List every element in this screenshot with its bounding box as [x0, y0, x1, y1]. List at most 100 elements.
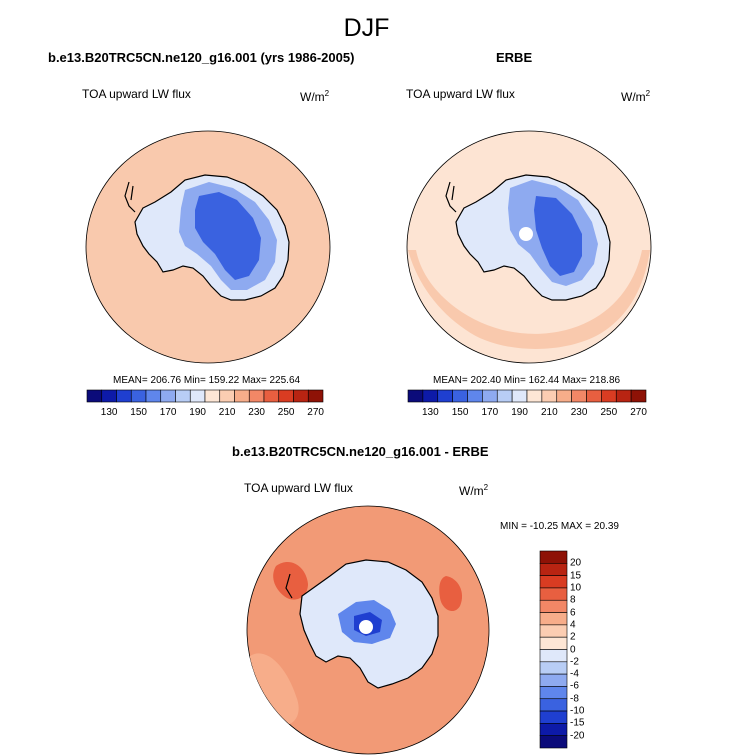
colorbar-swatch — [452, 389, 468, 403]
colorbar-tick-label: 190 — [511, 407, 528, 418]
colorbar-swatch — [539, 735, 568, 749]
colorbar-swatch — [175, 389, 191, 403]
colorbar-tick-label: 270 — [307, 407, 324, 418]
colorbar-swatch — [219, 389, 235, 403]
figure-title: DJF — [343, 14, 390, 42]
colorbar-swatch — [539, 649, 568, 663]
panel-3-ocean-dark-patch — [273, 562, 308, 600]
colorbar-swatch — [467, 389, 483, 403]
colorbar-tick-label: -2 — [570, 656, 579, 668]
colorbar-swatch — [539, 563, 568, 576]
colorbar-tick-label: 15 — [570, 570, 582, 582]
panel-1-polar-map — [85, 130, 331, 364]
colorbar-swatch — [630, 389, 647, 403]
colorbar-swatch — [422, 389, 439, 403]
colorbar-tick-label: 270 — [630, 407, 647, 418]
colorbar-tick-label: 8 — [570, 594, 576, 606]
colorbar-tick-label: 250 — [600, 407, 618, 418]
panel-1-units-exponent: 2 — [324, 89, 330, 98]
colorbar-tick-label: 10 — [570, 582, 582, 594]
panel-1-ice-core — [195, 192, 261, 280]
colorbar-tick-label: 150 — [451, 407, 469, 418]
colorbar-tick-label: -6 — [570, 680, 579, 692]
colorbar-tick-label: -8 — [570, 693, 579, 705]
colorbar-swatch — [116, 389, 132, 403]
colorbar-swatch — [539, 624, 568, 638]
colorbar-swatch — [511, 389, 528, 403]
colorbar-swatch — [526, 389, 543, 403]
colorbar-swatch — [539, 686, 568, 700]
colorbar-swatch — [496, 389, 513, 403]
colorbar-tick-label: 230 — [248, 407, 265, 418]
colorbar-swatch — [160, 389, 176, 403]
colorbar-swatch — [482, 389, 498, 403]
panel-2-title: ERBE — [496, 50, 533, 65]
colorbar-tick-label: 210 — [218, 407, 236, 418]
colorbar-swatch — [539, 723, 568, 736]
colorbar-swatch — [307, 389, 324, 403]
colorbar-swatch — [571, 389, 587, 403]
colorbar-tick-label: 2 — [570, 631, 576, 643]
colorbar-swatch — [539, 550, 568, 564]
panel-3-coastline — [285, 559, 439, 689]
colorbar-swatch — [101, 389, 117, 403]
panel-3-pole-hole — [359, 620, 373, 634]
colorbar-swatch — [234, 389, 250, 403]
panel-1-variable: TOA upward LW flux — [82, 87, 191, 101]
colorbar-swatch — [539, 575, 568, 589]
colorbar-tick-label: 20 — [570, 557, 582, 569]
panel-3-ocean-dark-patch-east — [439, 576, 463, 612]
panel-3-units-text: W/m — [459, 484, 484, 498]
panel-1-stats: MEAN= 206.76 Min= 159.22 Max= 225.64 — [113, 375, 301, 386]
panel-1-coastline — [124, 174, 290, 301]
panel-3-units-exponent: 2 — [483, 483, 489, 492]
colorbar-swatch — [539, 661, 568, 675]
colorbar-tick-label: 130 — [100, 407, 118, 418]
colorbar-tick-label: 230 — [570, 407, 588, 418]
colorbar-tick-label: -10 — [570, 705, 585, 717]
colorbar-swatch — [145, 389, 162, 403]
panel-3-variable: TOA upward LW flux — [244, 481, 353, 495]
colorbar-swatch — [293, 389, 309, 403]
panel-1-title: b.e13.B20TRC5CN.ne120_g16.001 (yrs 1986-… — [48, 50, 355, 65]
colorbar-tick-label: 250 — [277, 407, 295, 418]
colorbar-swatch — [189, 389, 206, 403]
colorbar-tick-label: 0 — [570, 644, 576, 655]
panel-2-units: W/m2 — [621, 89, 650, 104]
colorbar-swatch — [407, 389, 424, 403]
panel-3-polar-map — [246, 505, 490, 755]
colorbar-tick-label: -4 — [570, 668, 579, 680]
colorbar-tick-label: 170 — [159, 407, 177, 418]
colorbar-swatch — [539, 636, 568, 650]
colorbar-swatch — [86, 389, 103, 403]
colorbar-swatch — [541, 389, 558, 403]
panel-3-units: W/m2 — [459, 483, 488, 498]
colorbar-swatch — [539, 587, 568, 601]
colorbar-swatch — [263, 389, 280, 403]
colorbar-tick-label: -20 — [570, 730, 585, 742]
colorbar-tick-label: 170 — [481, 407, 499, 418]
panel-1-units: W/m2 — [300, 89, 329, 104]
colorbar-swatch — [278, 389, 294, 403]
colorbar-tick-label: -15 — [570, 717, 585, 729]
colorbar-swatch — [586, 389, 602, 403]
panel-2-ice-core — [534, 196, 582, 276]
colorbar-swatch — [539, 673, 568, 687]
panel-3-stats: MIN = -10.25 MAX = 20.39 — [500, 521, 619, 532]
colorbar-swatch — [248, 389, 265, 403]
colorbar-swatch — [539, 710, 568, 724]
colorbar-tick-label: 130 — [421, 407, 439, 418]
panel-3-title: b.e13.B20TRC5CN.ne120_g16.001 - ERBE — [232, 444, 489, 459]
colorbar-swatch — [539, 599, 568, 613]
panel-2-variable: TOA upward LW flux — [406, 87, 515, 101]
colorbar-tick-label: 190 — [189, 407, 206, 418]
panel-2-units-text: W/m — [621, 90, 646, 104]
panel-1-colorbar — [86, 389, 324, 403]
colorbar-swatch — [556, 389, 572, 403]
colorbar-tick-label: 4 — [570, 619, 576, 631]
panel-2-units-exponent: 2 — [645, 89, 651, 98]
panel-2-ocean-band — [408, 250, 650, 349]
colorbar-swatch — [539, 698, 568, 712]
colorbar-swatch — [437, 389, 453, 403]
panel-2-coastline — [445, 174, 611, 301]
